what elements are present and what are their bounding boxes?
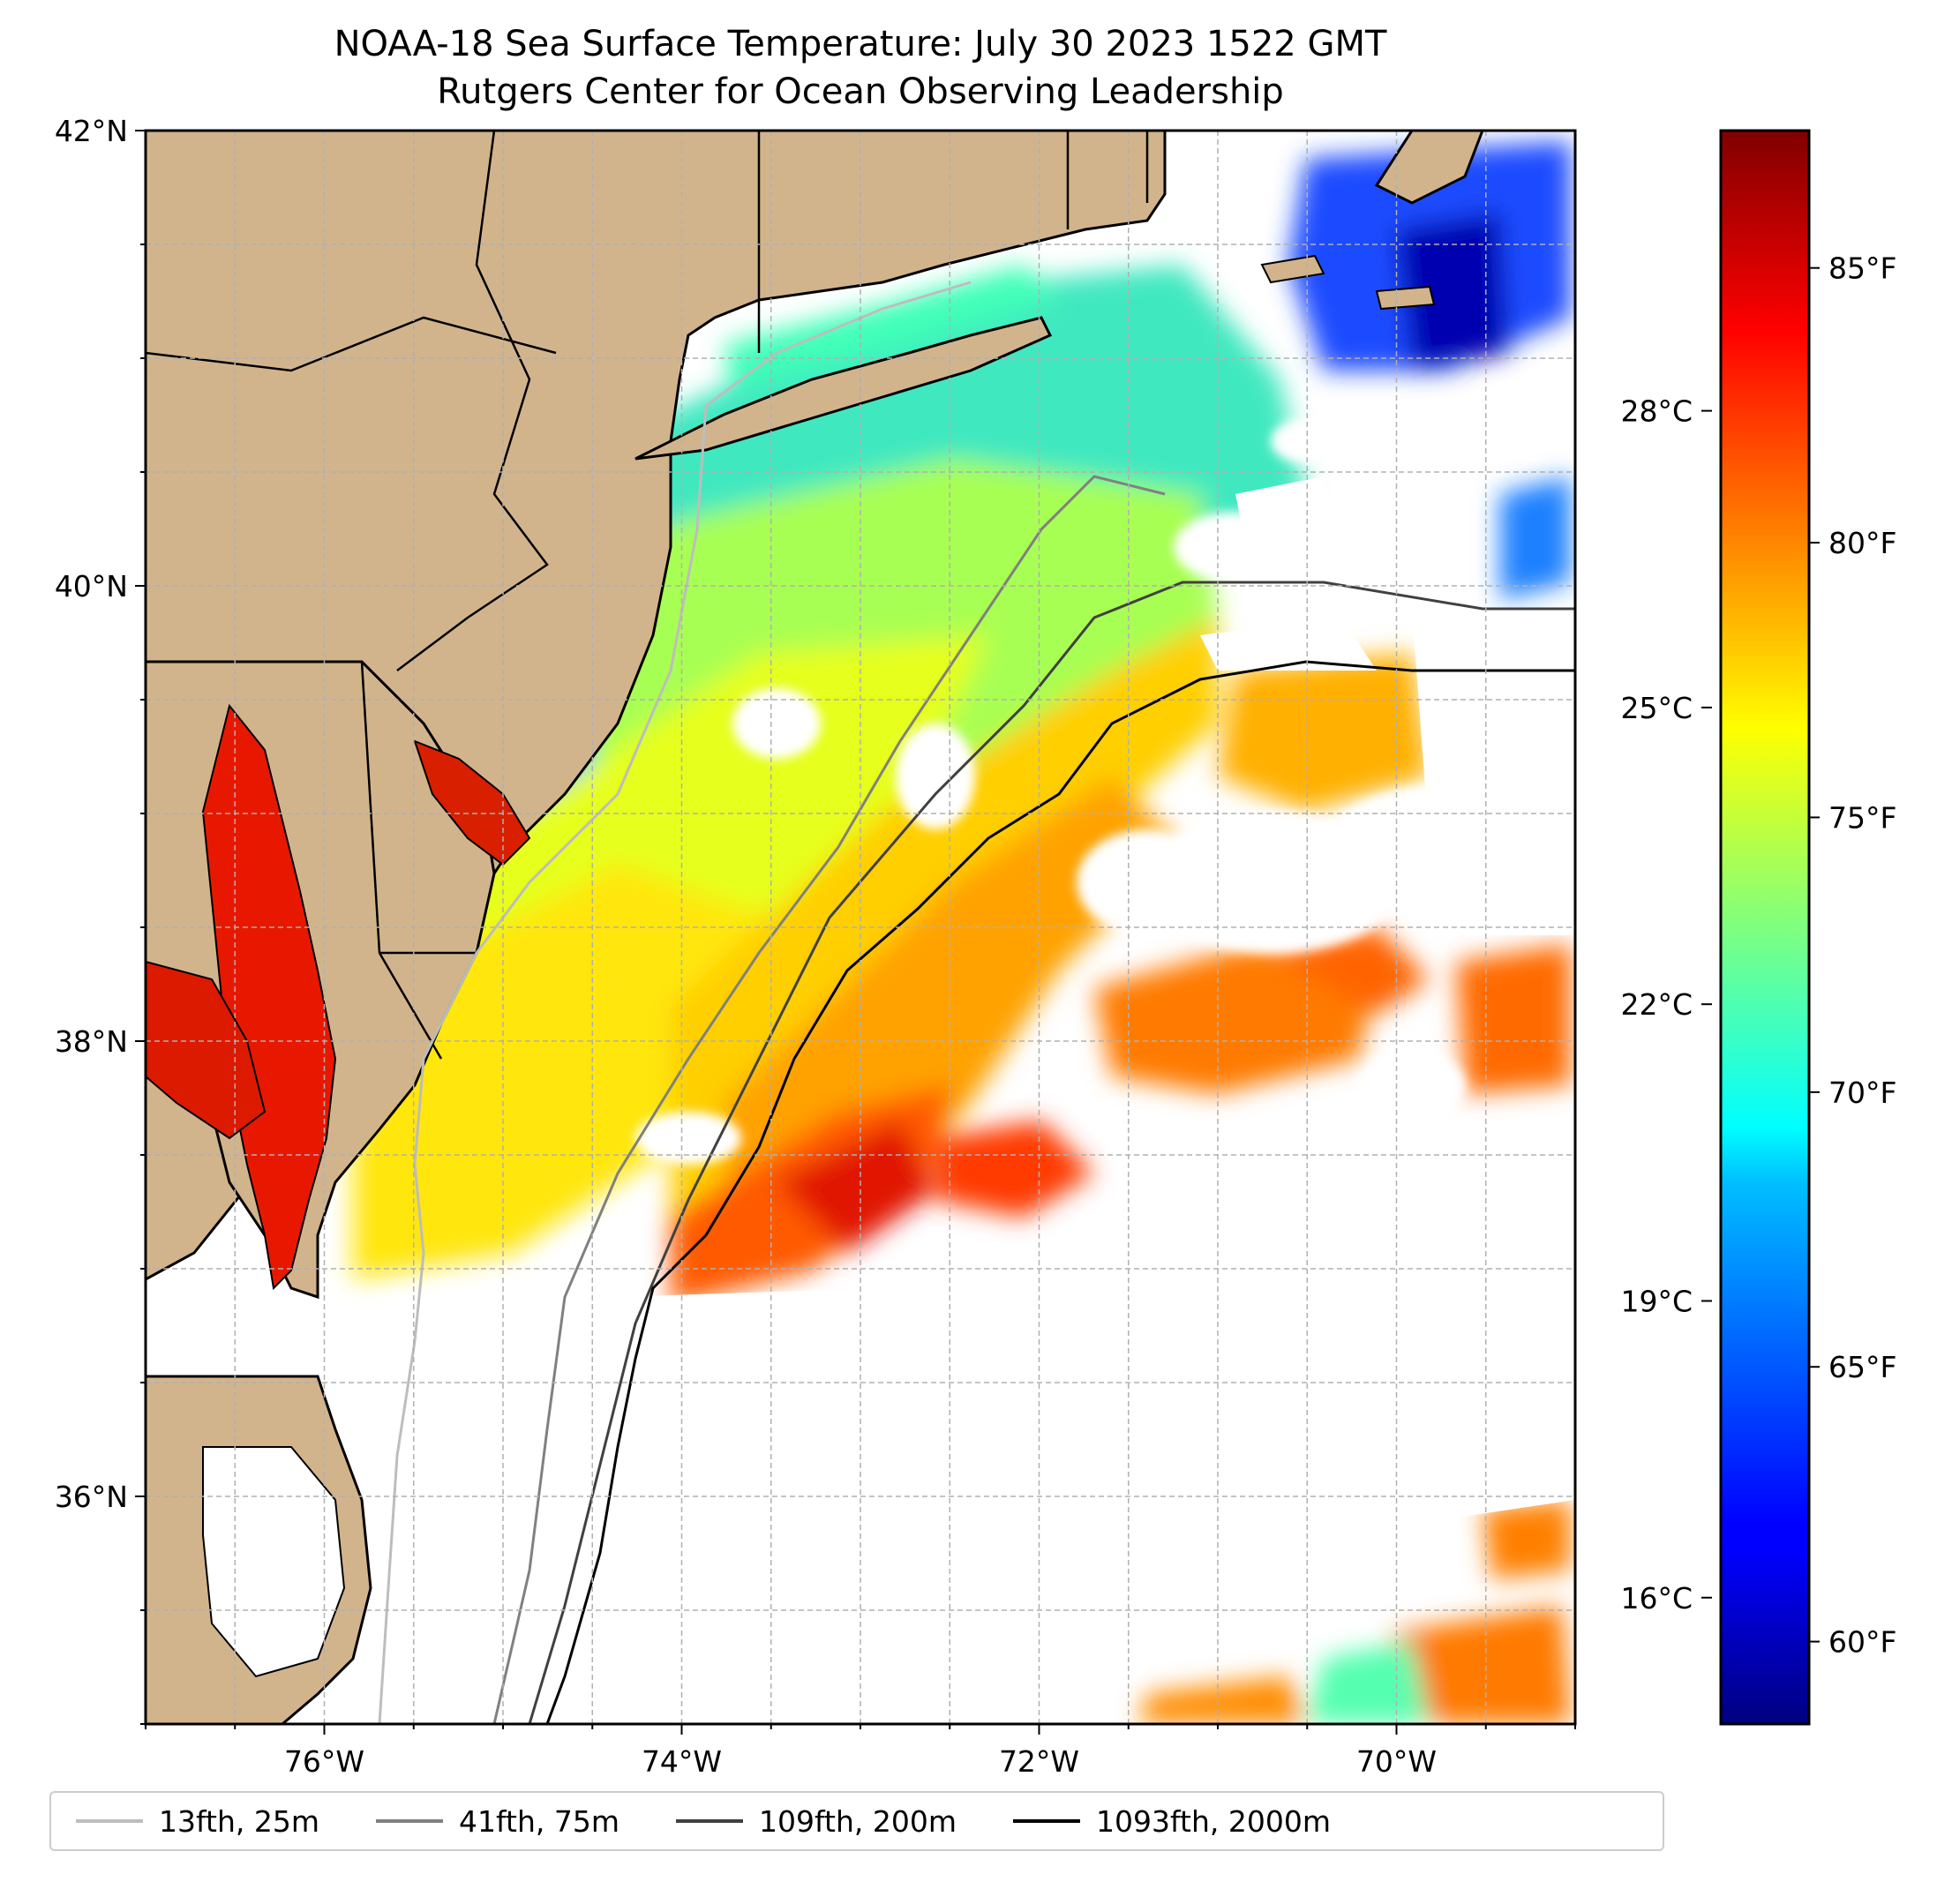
colorbar-c-label: 25°C — [1620, 691, 1693, 725]
nantucket — [1375, 285, 1436, 311]
long-island — [634, 316, 1053, 461]
lon-tick-label: 72°W — [999, 1744, 1079, 1779]
axis-ticks: 76°W 74°W 72°W 70°W 42°N 40°N 38°N 36°N — [55, 114, 1576, 1779]
colorbar-ticks: 85°F 80°F 75°F 70°F 65°F 60°F 28°C 25°C 22°C 19°C… — [1620, 251, 1896, 1660]
colorbar-f-label: 75°F — [1828, 800, 1896, 835]
lat-tick-label: 40°N — [55, 569, 128, 603]
state-borders — [146, 131, 1149, 1378]
contour-legend: 13fth, 25m 41fth, 75m 109fth, 200m 1093fth,… — [49, 1791, 1664, 1851]
colorbar-f-label: 65°F — [1828, 1350, 1896, 1384]
lon-tick-label: 76°W — [284, 1744, 364, 1779]
legend-line-swatch — [676, 1819, 743, 1823]
contour-75m — [492, 475, 1166, 1724]
legend-line-swatch — [1013, 1819, 1080, 1823]
colorbar: 85°F 80°F 75°F 70°F 65°F 60°F 28°C 25°C 22°C 19°C… — [1620, 129, 1896, 1726]
legend-line-swatch — [376, 1819, 443, 1823]
legend-item: 1093fth, 2000m — [1013, 1804, 1331, 1839]
cape-cod — [1374, 131, 1484, 205]
lat-tick-label: 42°N — [55, 114, 128, 148]
marthas-vineyard — [1260, 254, 1325, 284]
colorbar-c-label: 16°C — [1620, 1581, 1693, 1615]
colorbar-f-label: 60°F — [1828, 1625, 1896, 1660]
legend-label: 1093fth, 2000m — [1096, 1803, 1331, 1839]
contour-2000m — [545, 660, 1575, 1724]
lat-tick-label: 36°N — [55, 1480, 128, 1514]
legend-label: 109fth, 200m — [759, 1803, 957, 1839]
contour-200m — [528, 581, 1575, 1724]
colorbar-c-label: 28°C — [1620, 394, 1693, 429]
legend-label: 41fth, 75m — [459, 1803, 619, 1839]
delaware-bay — [413, 739, 531, 866]
gridlines — [146, 131, 1575, 1724]
legend-label: 13fth, 25m — [159, 1803, 319, 1839]
pamlico-sound — [202, 1446, 346, 1678]
lon-tick-label: 70°W — [1356, 1744, 1437, 1779]
legend-item: 41fth, 75m — [376, 1804, 619, 1839]
map-subtitle: Rutgers Center for Ocean Observing Leade… — [437, 71, 1284, 112]
legend-item: 109fth, 200m — [676, 1804, 957, 1839]
lat-tick-label: 38°N — [55, 1024, 128, 1059]
colorbar-f-label: 80°F — [1828, 526, 1896, 560]
map-title: NOAA-18 Sea Surface Temperature: July 30… — [334, 24, 1387, 64]
legend-item: 13fth, 25m — [76, 1804, 319, 1839]
colorbar-c-label: 19°C — [1620, 1284, 1693, 1318]
colorbar-c-label: 22°C — [1620, 987, 1693, 1022]
colorbar-f-label: 85°F — [1828, 251, 1896, 286]
colorbar-scale — [1719, 129, 1811, 1726]
chesapeake-bay — [201, 703, 337, 1291]
lon-tick-label: 74°W — [642, 1744, 722, 1779]
legend-line-swatch — [76, 1819, 143, 1823]
colorbar-f-label: 70°F — [1828, 1076, 1896, 1110]
